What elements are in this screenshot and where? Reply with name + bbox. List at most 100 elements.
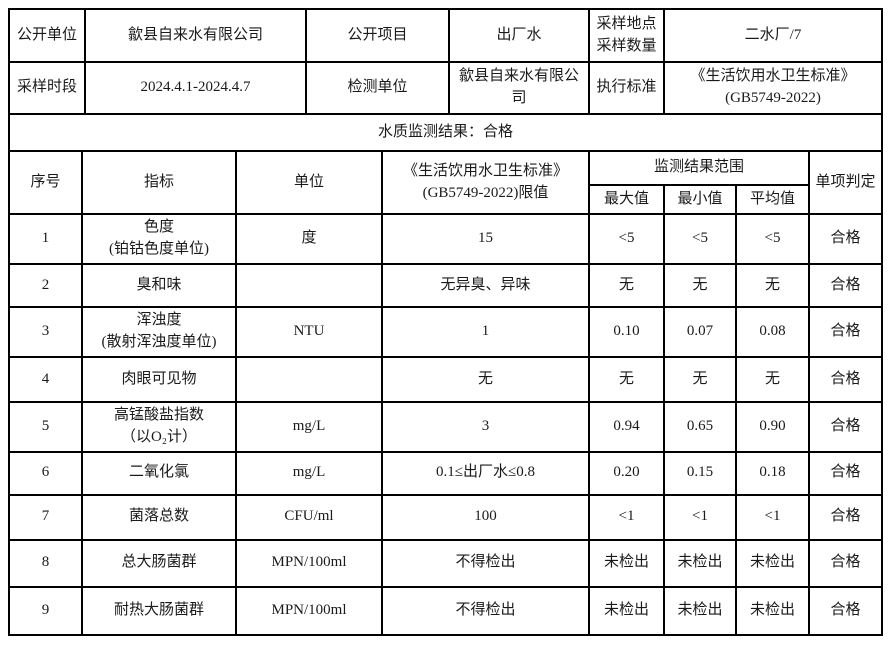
unit-cell: 度 (235, 213, 383, 265)
indicator-cell: 二氧化氯 (81, 450, 237, 496)
sampling-period-value: 2024.4.1-2024.4.7 (84, 61, 307, 115)
standard-value-line1: 《生活饮用水卫生标准》 (690, 68, 856, 85)
indicator-cell: 菌落总数 (81, 493, 237, 541)
col-header-limit-line2: (GB5749-2022)限值 (422, 184, 549, 201)
table-row: 2 臭和味 无异臭、异味无无无合格 (8, 263, 884, 308)
testing-unit-label: 检测单位 (305, 61, 450, 115)
avg-value-cell: <5 (734, 213, 811, 265)
col-header-avg: 平均值 (734, 184, 811, 215)
row-number-cell: 8 (8, 538, 83, 588)
standard-value-line2: (GB5749-2022) (725, 90, 821, 106)
max-value-cell: <1 (588, 493, 665, 541)
limit-cell: 不得检出 (381, 538, 590, 588)
public-unit-label: 公开单位 (8, 8, 86, 63)
min-value-cell: 0.15 (663, 450, 737, 496)
indicator-cell: 肉眼可见物 (81, 356, 237, 403)
standard-label: 执行标准 (588, 61, 665, 115)
result-banner: 水质监测结果：合格 (8, 113, 883, 152)
judgment-cell: 合格 (808, 306, 884, 358)
avg-value-cell: 未检出 (734, 538, 811, 588)
row-number-cell: 5 (8, 401, 83, 453)
unit-cell (235, 356, 383, 403)
max-value-cell: <5 (588, 213, 665, 265)
unit-cell: MPN/100ml (235, 585, 383, 636)
sampling-site-label: 采样地点 采样数量 (588, 8, 665, 63)
indicator-line1: 肉眼可见物 (121, 370, 197, 387)
avg-value-cell: 未检出 (734, 585, 811, 636)
public-item-label: 公开项目 (305, 8, 450, 63)
avg-value-cell: 无 (734, 356, 811, 403)
info-table: 公开单位 歙县自来水有限公司 公开项目 出厂水 采样地点 采样数量 二水厂/7 … (8, 8, 883, 152)
col-header-unit: 单位 (235, 150, 383, 215)
judgment-cell: 合格 (808, 213, 884, 265)
min-value-cell: 未检出 (663, 585, 737, 636)
indicator-cell: 高锰酸盐指数 （以O₂计） (81, 401, 237, 453)
col-header-limit-line1: 《生活饮用水卫生标准》 (402, 162, 568, 179)
sampling-site-label-line1: 采样地点 (596, 15, 657, 32)
row-number-cell: 7 (8, 493, 83, 541)
judgment-cell: 合格 (808, 538, 884, 588)
min-value-cell: 无 (663, 263, 737, 308)
table-row: 4 肉眼可见物无无无无合格 (8, 356, 884, 403)
indicator-cell: 耐热大肠菌群 (81, 585, 237, 636)
results-table-body: 1 色度 (铂钴色度单位) 度 15 <5 <5 <5 合格 2 臭和味 无异臭、异味无无无合格 3 浑浊… (8, 213, 884, 636)
row-number-cell: 4 (8, 356, 83, 403)
indicator-line2: （以O₂计） (120, 428, 198, 445)
indicator-line1: 菌落总数 (128, 508, 189, 525)
col-header-no: 序号 (8, 150, 83, 215)
col-header-max: 最大值 (588, 184, 665, 215)
indicator-line1: 臭和味 (136, 276, 182, 293)
info-row-1: 公开单位 歙县自来水有限公司 公开项目 出厂水 采样地点 采样数量 二水厂/7 (8, 8, 883, 63)
results-table-head: 序号 指标 单位 《生活饮用水卫生标准》 (GB5749-2022)限值 监测结… (8, 150, 884, 215)
sampling-site-value: 二水厂/7 (663, 8, 883, 63)
avg-value-cell: 0.08 (734, 306, 811, 358)
judgment-cell: 合格 (808, 401, 884, 453)
col-header-range-group: 监测结果范围 (587, 150, 811, 186)
limit-cell: 3 (381, 401, 590, 453)
result-banner-row: 水质监测结果：合格 (8, 113, 883, 152)
row-number-cell: 3 (8, 306, 83, 358)
standard-value: 《生活饮用水卫生标准》 (GB5749-2022) (663, 61, 883, 115)
limit-cell: 无 (381, 356, 590, 403)
unit-cell: NTU (235, 306, 383, 358)
table-row: 3 浑浊度 (散射浑浊度单位) NTU 1 0.10 0.07 0.08 合格 (8, 306, 884, 358)
unit-cell: CFU/ml (235, 493, 383, 541)
indicator-cell: 色度 (铂钴色度单位) (81, 213, 237, 265)
unit-cell (235, 263, 383, 308)
indicator-cell: 总大肠菌群 (81, 538, 237, 588)
header-row-2: 最大值 最小值 平均值 (9, 184, 882, 215)
avg-value-cell: 0.90 (734, 401, 811, 453)
limit-cell: 15 (381, 213, 590, 265)
max-value-cell: 未检出 (588, 538, 665, 588)
limit-cell: 不得检出 (381, 585, 590, 636)
min-value-cell: 无 (663, 356, 737, 403)
col-header-judgment: 单项判定 (808, 150, 884, 215)
limit-cell: 1 (381, 306, 590, 358)
min-value-cell: <1 (663, 493, 737, 541)
table-row: 7 菌落总数 CFU/ml 100 <1 <1 <1 合格 (8, 493, 884, 541)
results-table: 序号 指标 单位 《生活饮用水卫生标准》 (GB5749-2022)限值 监测结… (8, 150, 884, 636)
indicator-line1: 总大肠菌群 (121, 554, 197, 571)
col-header-limit: 《生活饮用水卫生标准》 (GB5749-2022)限值 (381, 150, 590, 215)
unit-cell: MPN/100ml (235, 538, 383, 588)
min-value-cell: 0.65 (663, 401, 737, 453)
row-number-cell: 9 (8, 585, 83, 636)
row-number-cell: 2 (8, 263, 83, 308)
judgment-cell: 合格 (808, 450, 884, 496)
public-item-value: 出厂水 (448, 8, 590, 63)
max-value-cell: 0.10 (588, 306, 665, 358)
min-value-cell: 未检出 (663, 538, 737, 588)
public-unit-value: 歙县自来水有限公司 (84, 8, 307, 63)
header-row-1: 序号 指标 单位 《生活饮用水卫生标准》 (GB5749-2022)限值 监测结… (8, 150, 884, 215)
avg-value-cell: 无 (734, 263, 811, 308)
table-row: 8 总大肠菌群 MPN/100ml 不得检出 未检出 未检出 未检出 合格 (8, 538, 884, 588)
indicator-line2: (铂钴色度单位) (109, 241, 209, 257)
table-row: 9 耐热大肠菌群 MPN/100ml 不得检出 未检出 未检出 未检出 合格 (8, 585, 884, 636)
unit-cell: mg/L (235, 401, 383, 453)
judgment-cell: 合格 (808, 585, 884, 636)
report-page: { "colors": { "text": "#1a1a1a", "border… (0, 8, 889, 657)
col-header-indicator: 指标 (81, 150, 237, 215)
limit-cell: 100 (381, 493, 590, 541)
indicator-line1: 色度 (143, 219, 174, 236)
indicator-line2: (散射浑浊度单位) (101, 334, 217, 350)
